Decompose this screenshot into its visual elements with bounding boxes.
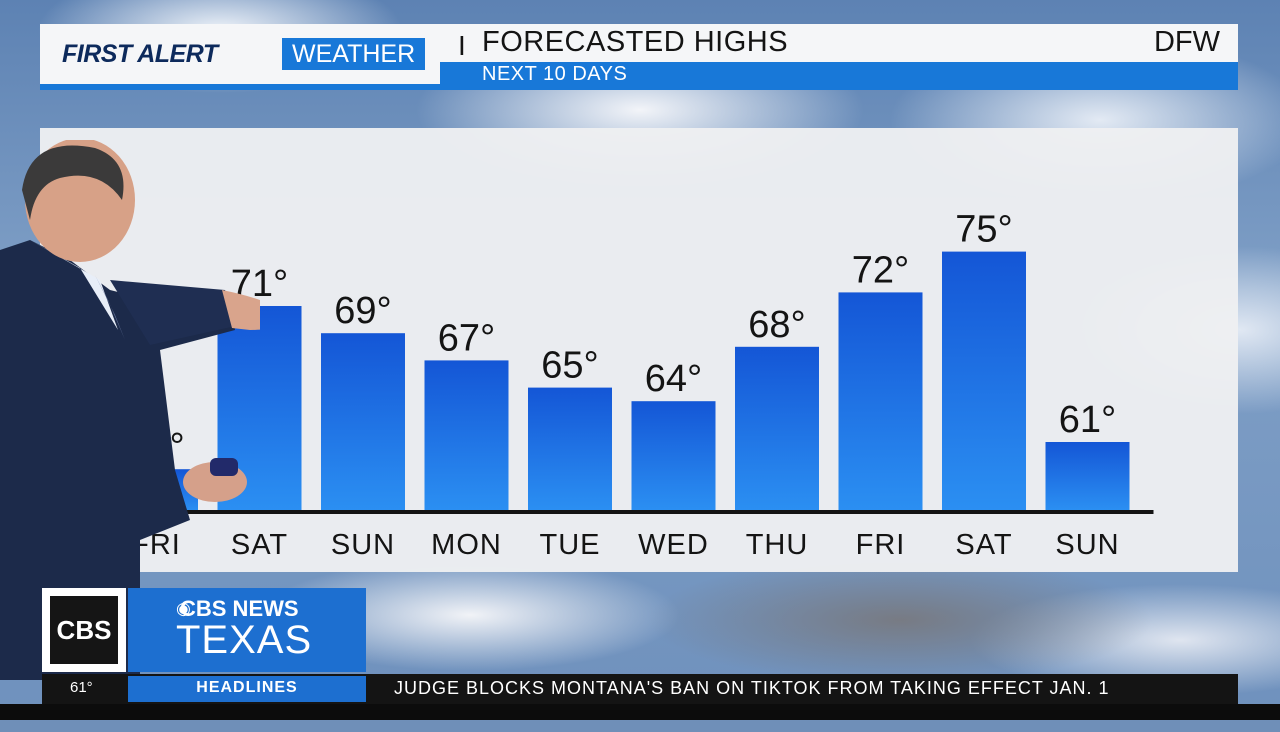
category-label-4: TUE <box>540 529 601 561</box>
category-label-1: SAT <box>231 529 288 561</box>
bar-fri-7 <box>838 292 923 510</box>
brand-weather: WEATHER <box>282 38 426 70</box>
bar-sat-8 <box>942 251 1026 510</box>
brand-first-alert: FIRST ALERT <box>62 40 218 68</box>
data-label-7: 72° <box>852 249 909 291</box>
network-name: CBS NEWS <box>180 596 299 621</box>
category-label-7: FRI <box>856 529 906 561</box>
graphic-header: FIRST ALERT WEATHER I FORECASTED HIGHS D… <box>40 24 1238 90</box>
category-label-9: SUN <box>1055 529 1119 561</box>
station-logo: CBS 11 <box>42 588 126 713</box>
data-label-8: 75° <box>955 209 1012 251</box>
data-label-9: 61° <box>1059 399 1116 441</box>
ticker-label: HEADLINES <box>196 679 298 696</box>
ticker-temperature: 61° <box>70 679 93 696</box>
page-title: FORECASTED HIGHS <box>482 26 789 58</box>
station-logo-mark: CBS 11 <box>50 596 118 713</box>
data-label-6: 68° <box>748 304 805 346</box>
category-label-3: MON <box>431 529 502 561</box>
bar-tue-4 <box>528 387 612 510</box>
data-label-2: 69° <box>334 290 391 332</box>
bar-wed-5 <box>631 401 716 510</box>
category-label-6: THU <box>746 529 809 561</box>
brand-underline <box>40 84 440 90</box>
location-label: DFW <box>1153 26 1220 58</box>
bar-thu-6 <box>735 346 819 510</box>
data-label-3: 67° <box>438 317 495 359</box>
title-separator: I <box>458 30 466 61</box>
bottom-strip <box>0 704 1280 720</box>
bar-sun-2 <box>321 333 405 510</box>
bars-group: 59°FRI71°SAT69°SUN67°MON65°TUE64°WED68°T… <box>114 209 1130 561</box>
cbs-eye-icon: ◉ <box>176 599 191 619</box>
data-label-5: 64° <box>645 358 702 400</box>
category-label-5: WED <box>638 529 709 561</box>
category-label-2: SUN <box>331 529 395 561</box>
network-region: TEXAS <box>176 618 313 662</box>
page-subtitle: NEXT 10 DAYS <box>482 63 628 85</box>
ticker-label-box: HEADLINES <box>128 676 366 702</box>
bar-mon-3 <box>424 360 509 510</box>
data-label-4: 65° <box>541 345 598 387</box>
ticker-headline: JUDGE BLOCKS MONTANA'S BAN ON TIKTOK FRO… <box>394 678 1110 698</box>
chart-panel: 59°FRI71°SAT69°SUN67°MON65°TUE64°WED68°T… <box>40 128 1238 572</box>
bar-sun-9 <box>1045 442 1130 510</box>
category-label-8: SAT <box>955 529 1012 561</box>
network-brand: ◉ CBS NEWS TEXAS <box>128 588 366 672</box>
brand-block: FIRST ALERT WEATHER <box>40 24 440 90</box>
presenter-figure <box>0 140 260 680</box>
subtitle-bar: NEXT 10 DAYS <box>440 62 1238 90</box>
news-ticker: 61° HEADLINES JUDGE BLOCKS MONTANA'S BAN… <box>42 674 1238 704</box>
